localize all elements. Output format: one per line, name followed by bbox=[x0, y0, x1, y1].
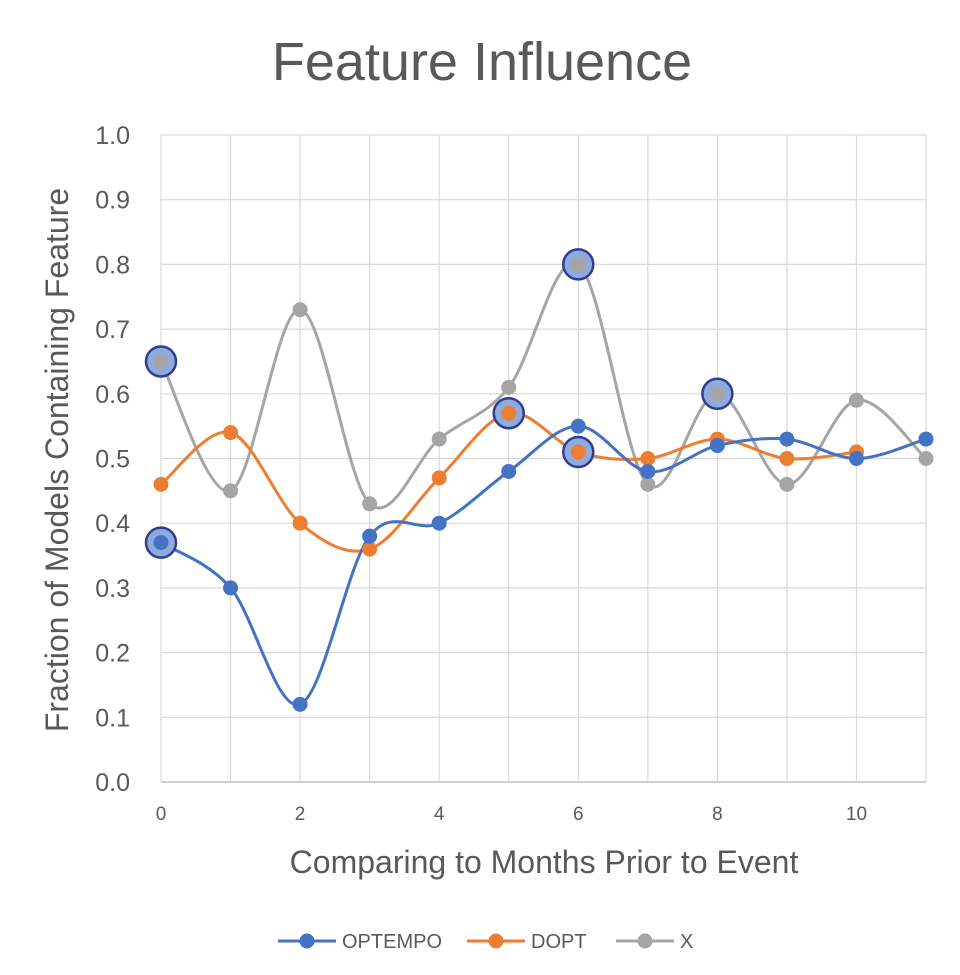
x-tick-label: 10 bbox=[846, 804, 867, 825]
data-point-optempo bbox=[292, 696, 308, 712]
data-point-x bbox=[779, 476, 795, 492]
data-point-x bbox=[918, 451, 934, 466]
series-line-dopt bbox=[160, 411, 857, 553]
data-point-dopt bbox=[501, 405, 517, 421]
chart-title: Feature Influence bbox=[272, 32, 692, 92]
y-tick-label: 0.5 bbox=[95, 446, 130, 474]
data-point-dopt bbox=[153, 476, 169, 492]
y-tick-label: 0.9 bbox=[95, 187, 130, 215]
y-tick-label: 0.0 bbox=[95, 769, 130, 797]
data-point-optempo bbox=[779, 431, 795, 447]
x-axis-label: Comparing to Months Prior to Event bbox=[290, 844, 799, 880]
data-point-dopt bbox=[292, 515, 308, 531]
y-tick-label: 1.0 bbox=[95, 122, 130, 150]
data-point-optempo bbox=[848, 451, 864, 466]
legend-swatch-marker bbox=[488, 933, 504, 949]
legend-label: X bbox=[680, 931, 693, 953]
data-point-optempo bbox=[918, 431, 934, 447]
x-tick-label: 4 bbox=[434, 804, 445, 825]
legend: OPTEMPO DOPT X bbox=[278, 931, 693, 953]
data-point-optempo bbox=[570, 418, 586, 434]
series-points bbox=[153, 256, 934, 712]
data-point-dopt bbox=[431, 470, 447, 486]
data-point-dopt bbox=[223, 425, 239, 441]
data-point-dopt bbox=[640, 451, 656, 466]
data-point-optempo bbox=[501, 463, 517, 479]
x-tick-label: 8 bbox=[712, 804, 723, 825]
data-point-optempo bbox=[223, 580, 239, 596]
x-tick-label: 6 bbox=[573, 804, 584, 825]
data-point-dopt bbox=[570, 444, 586, 460]
y-tick-label: 0.1 bbox=[95, 704, 130, 732]
data-point-x bbox=[431, 431, 447, 447]
x-tick-label: 0 bbox=[156, 804, 167, 825]
data-point-optempo bbox=[362, 528, 378, 544]
data-point-x bbox=[709, 386, 725, 402]
legend-label: DOPT bbox=[531, 931, 587, 953]
legend-swatch-marker bbox=[299, 933, 315, 949]
x-tick-label: 2 bbox=[295, 804, 306, 825]
data-point-x bbox=[848, 392, 864, 408]
y-tick-label: 0.8 bbox=[95, 251, 130, 279]
data-point-x bbox=[292, 302, 308, 318]
x-tick-labels: 0 2 4 6 8 10 bbox=[156, 804, 867, 825]
y-tick-label: 0.4 bbox=[95, 510, 130, 538]
series-line-optempo bbox=[160, 424, 927, 707]
data-point-optempo bbox=[709, 438, 725, 454]
data-point-x bbox=[570, 256, 586, 272]
y-tick-label: 0.6 bbox=[95, 381, 130, 409]
y-tick-labels: 0.0 0.1 0.2 0.3 0.4 0.5 0.6 0.7 0.8 0.9 1.0 bbox=[95, 122, 130, 797]
data-point-dopt bbox=[362, 541, 378, 557]
series-line-x bbox=[159, 261, 928, 510]
data-point-x bbox=[153, 353, 169, 369]
legend-label: OPTEMPO bbox=[342, 931, 442, 953]
data-point-dopt bbox=[779, 451, 795, 466]
y-tick-label: 0.7 bbox=[95, 316, 130, 344]
y-tick-label: 0.3 bbox=[95, 575, 130, 603]
data-point-x bbox=[223, 483, 239, 499]
legend-swatch-marker bbox=[637, 933, 653, 949]
y-axis-label: Fraction of Models Containing Feature bbox=[39, 188, 75, 732]
data-point-x bbox=[501, 379, 517, 395]
y-tick-label: 0.2 bbox=[95, 640, 130, 668]
data-point-x bbox=[362, 496, 378, 512]
data-point-optempo bbox=[431, 515, 447, 531]
data-point-optempo bbox=[640, 463, 656, 479]
data-point-x bbox=[640, 476, 656, 492]
data-point-optempo bbox=[153, 535, 169, 551]
